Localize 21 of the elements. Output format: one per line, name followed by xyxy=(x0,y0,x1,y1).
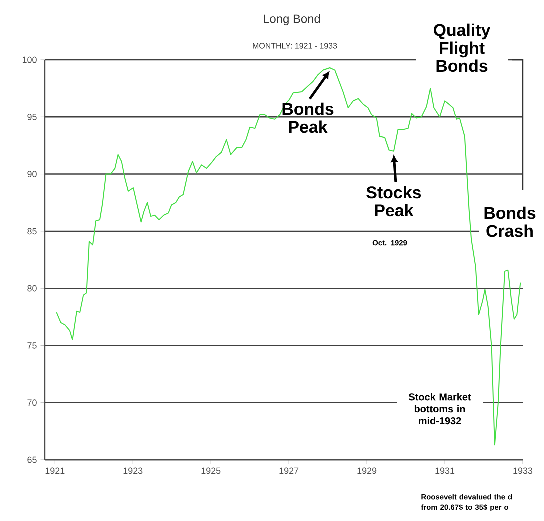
annotation: Bonds Peak xyxy=(282,102,334,134)
x-tick-label: 1927 xyxy=(280,468,299,474)
y-tick-label: 70 xyxy=(28,400,37,406)
annotation: Stock Market bottoms in mid-1932 xyxy=(409,393,472,425)
y-tick-label: 90 xyxy=(28,171,37,178)
annotation: Bonds Crash xyxy=(484,206,536,238)
y-tick-label: 100 xyxy=(22,56,37,64)
y-tick-label: 95 xyxy=(28,114,37,120)
x-tick-label: 1933 xyxy=(514,468,533,474)
annotation: Quality Flight Bonds xyxy=(434,24,491,72)
x-tick-label: 1931 xyxy=(436,468,455,474)
annotation: Stocks Peak xyxy=(366,186,422,217)
chart-title: Long Bond xyxy=(264,14,320,26)
x-tick-label: 1921 xyxy=(46,468,65,474)
y-tick-label: 80 xyxy=(28,285,37,292)
x-tick-label: 1929 xyxy=(358,468,377,474)
y-tick-label: 65 xyxy=(28,456,37,464)
x-tick-label: 1925 xyxy=(202,468,221,474)
y-tick-label: 75 xyxy=(28,342,37,349)
x-tick-label: 1923 xyxy=(124,468,143,474)
y-tick-label: 85 xyxy=(28,228,37,235)
